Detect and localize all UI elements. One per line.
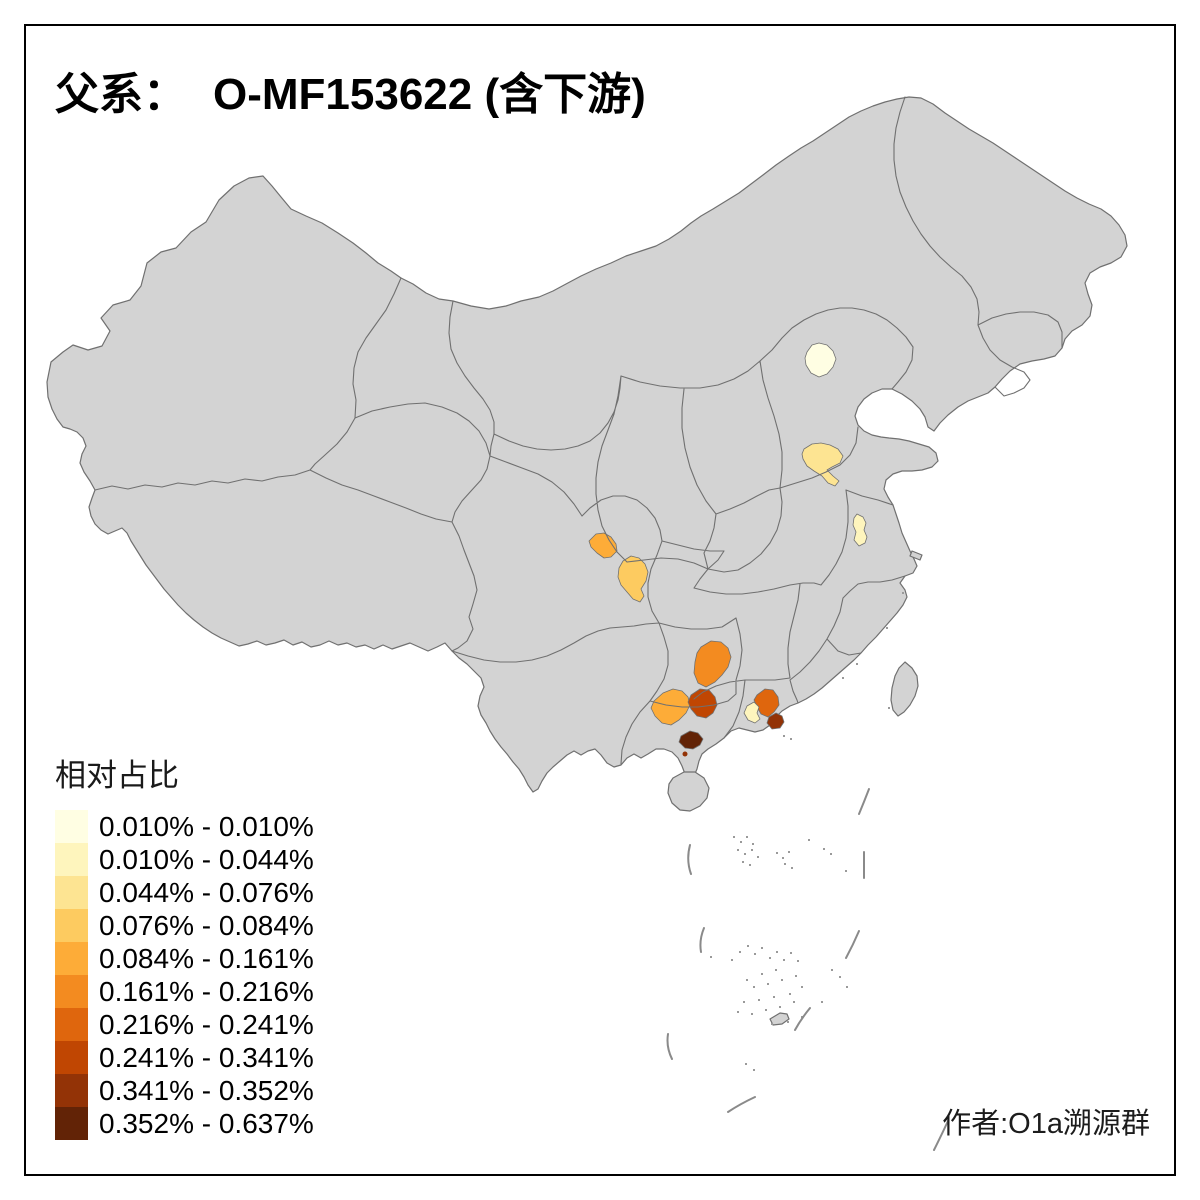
legend-swatch bbox=[55, 1008, 88, 1041]
legend-row: 0.352% - 0.637% bbox=[55, 1107, 314, 1140]
legend: 相对占比 0.010% - 0.010% 0.010% - 0.044% 0.0… bbox=[55, 750, 314, 1140]
chongming-island bbox=[909, 550, 923, 561]
legend-row: 0.010% - 0.044% bbox=[55, 843, 314, 876]
legend-swatch bbox=[55, 843, 88, 876]
choropleth-regions bbox=[588, 342, 868, 757]
region-pearl-river-delta bbox=[766, 712, 785, 730]
legend-row: 0.241% - 0.341% bbox=[55, 1041, 314, 1074]
legend-label: 0.352% - 0.637% bbox=[99, 1107, 314, 1139]
legend-label: 0.076% - 0.084% bbox=[99, 909, 314, 941]
region-beijing bbox=[804, 342, 837, 378]
legend-swatch bbox=[55, 1041, 88, 1074]
province-borders bbox=[94, 96, 1063, 765]
hainan-island bbox=[667, 771, 710, 812]
legend-label: 0.161% - 0.216% bbox=[99, 975, 314, 1007]
legend-label: 0.044% - 0.076% bbox=[99, 876, 314, 908]
region-guangxi-coast-dot bbox=[682, 751, 688, 757]
nine-dash-line bbox=[666, 788, 949, 1151]
region-guizhou-south bbox=[693, 640, 732, 688]
region-shandong-west bbox=[801, 442, 844, 487]
legend-label: 0.010% - 0.044% bbox=[99, 843, 314, 875]
china-mainland-outline bbox=[46, 96, 1128, 793]
legend-row: 0.076% - 0.084% bbox=[55, 909, 314, 942]
legend-label: 0.341% - 0.352% bbox=[99, 1074, 314, 1106]
legend-swatch bbox=[55, 909, 88, 942]
region-guangxi-west bbox=[650, 688, 691, 726]
legend-label: 0.010% - 0.010% bbox=[99, 810, 314, 842]
title-prefix: 父系： bbox=[55, 70, 187, 119]
region-sichuan-north bbox=[588, 532, 618, 559]
legend-row: 0.044% - 0.076% bbox=[55, 876, 314, 909]
legend-swatch bbox=[55, 876, 88, 909]
region-guangdong-west bbox=[743, 701, 761, 724]
legend-row: 0.341% - 0.352% bbox=[55, 1074, 314, 1107]
legend-row: 0.216% - 0.241% bbox=[55, 1008, 314, 1041]
legend-row: 0.161% - 0.216% bbox=[55, 975, 314, 1008]
taiwan-island bbox=[890, 661, 919, 717]
legend-label: 0.216% - 0.241% bbox=[99, 1008, 314, 1040]
author-caption: 作者:O1a溯源群 bbox=[942, 1108, 1150, 1140]
title-haplogroup: O-MF153622 (含下游) bbox=[213, 70, 646, 119]
legend-swatch bbox=[55, 810, 88, 843]
legend-label: 0.241% - 0.341% bbox=[99, 1041, 314, 1073]
page-title: 父系： O-MF153622 (含下游) bbox=[55, 58, 646, 122]
region-guangxi-coast bbox=[678, 730, 704, 750]
legend-label: 0.084% - 0.161% bbox=[99, 942, 314, 974]
legend-swatch bbox=[55, 1107, 88, 1140]
region-jiangsu-central bbox=[852, 513, 868, 547]
legend-swatch bbox=[55, 942, 88, 975]
legend-swatch bbox=[55, 975, 88, 1008]
legend-title: 相对占比 bbox=[55, 758, 179, 793]
legend-row: 0.010% - 0.010% bbox=[55, 810, 314, 843]
legend-swatch bbox=[55, 1074, 88, 1107]
legend-row: 0.084% - 0.161% bbox=[55, 942, 314, 975]
